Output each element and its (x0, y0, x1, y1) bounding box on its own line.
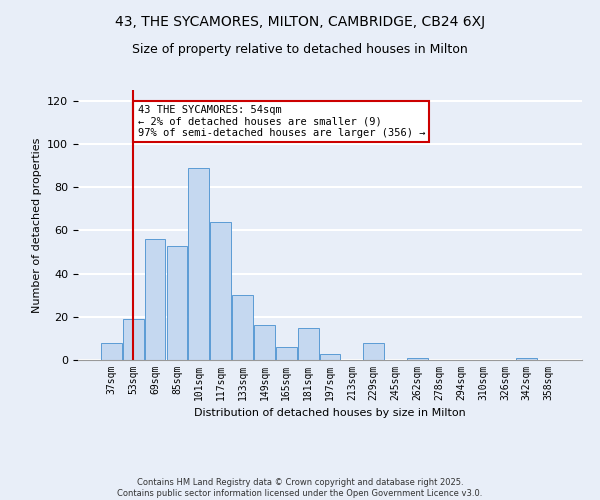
Bar (123, 319, 143, 360)
X-axis label: Distribution of detached houses by size in Milton: Distribution of detached houses by size … (194, 408, 466, 418)
Bar (320, 354, 340, 360)
Text: 43, THE SYCAMORES, MILTON, CAMBRIDGE, CB24 6XJ: 43, THE SYCAMORES, MILTON, CAMBRIDGE, CB… (115, 15, 485, 29)
Bar (167, 246, 187, 360)
Text: 43 THE SYCAMORES: 54sqm
← 2% of detached houses are smaller (9)
97% of semi-deta: 43 THE SYCAMORES: 54sqm ← 2% of detached… (137, 105, 425, 138)
Bar (364, 342, 384, 360)
Y-axis label: Number of detached properties: Number of detached properties (32, 138, 41, 312)
Bar (298, 328, 319, 360)
Bar (254, 326, 275, 360)
Text: Size of property relative to detached houses in Milton: Size of property relative to detached ho… (132, 42, 468, 56)
Bar (145, 239, 166, 360)
Text: Contains HM Land Registry data © Crown copyright and database right 2025.
Contai: Contains HM Land Registry data © Crown c… (118, 478, 482, 498)
Bar (276, 347, 296, 360)
Bar (407, 358, 428, 360)
Bar (517, 358, 537, 360)
Bar (101, 342, 122, 360)
Bar (232, 295, 253, 360)
Bar (188, 168, 209, 360)
Bar (210, 222, 231, 360)
